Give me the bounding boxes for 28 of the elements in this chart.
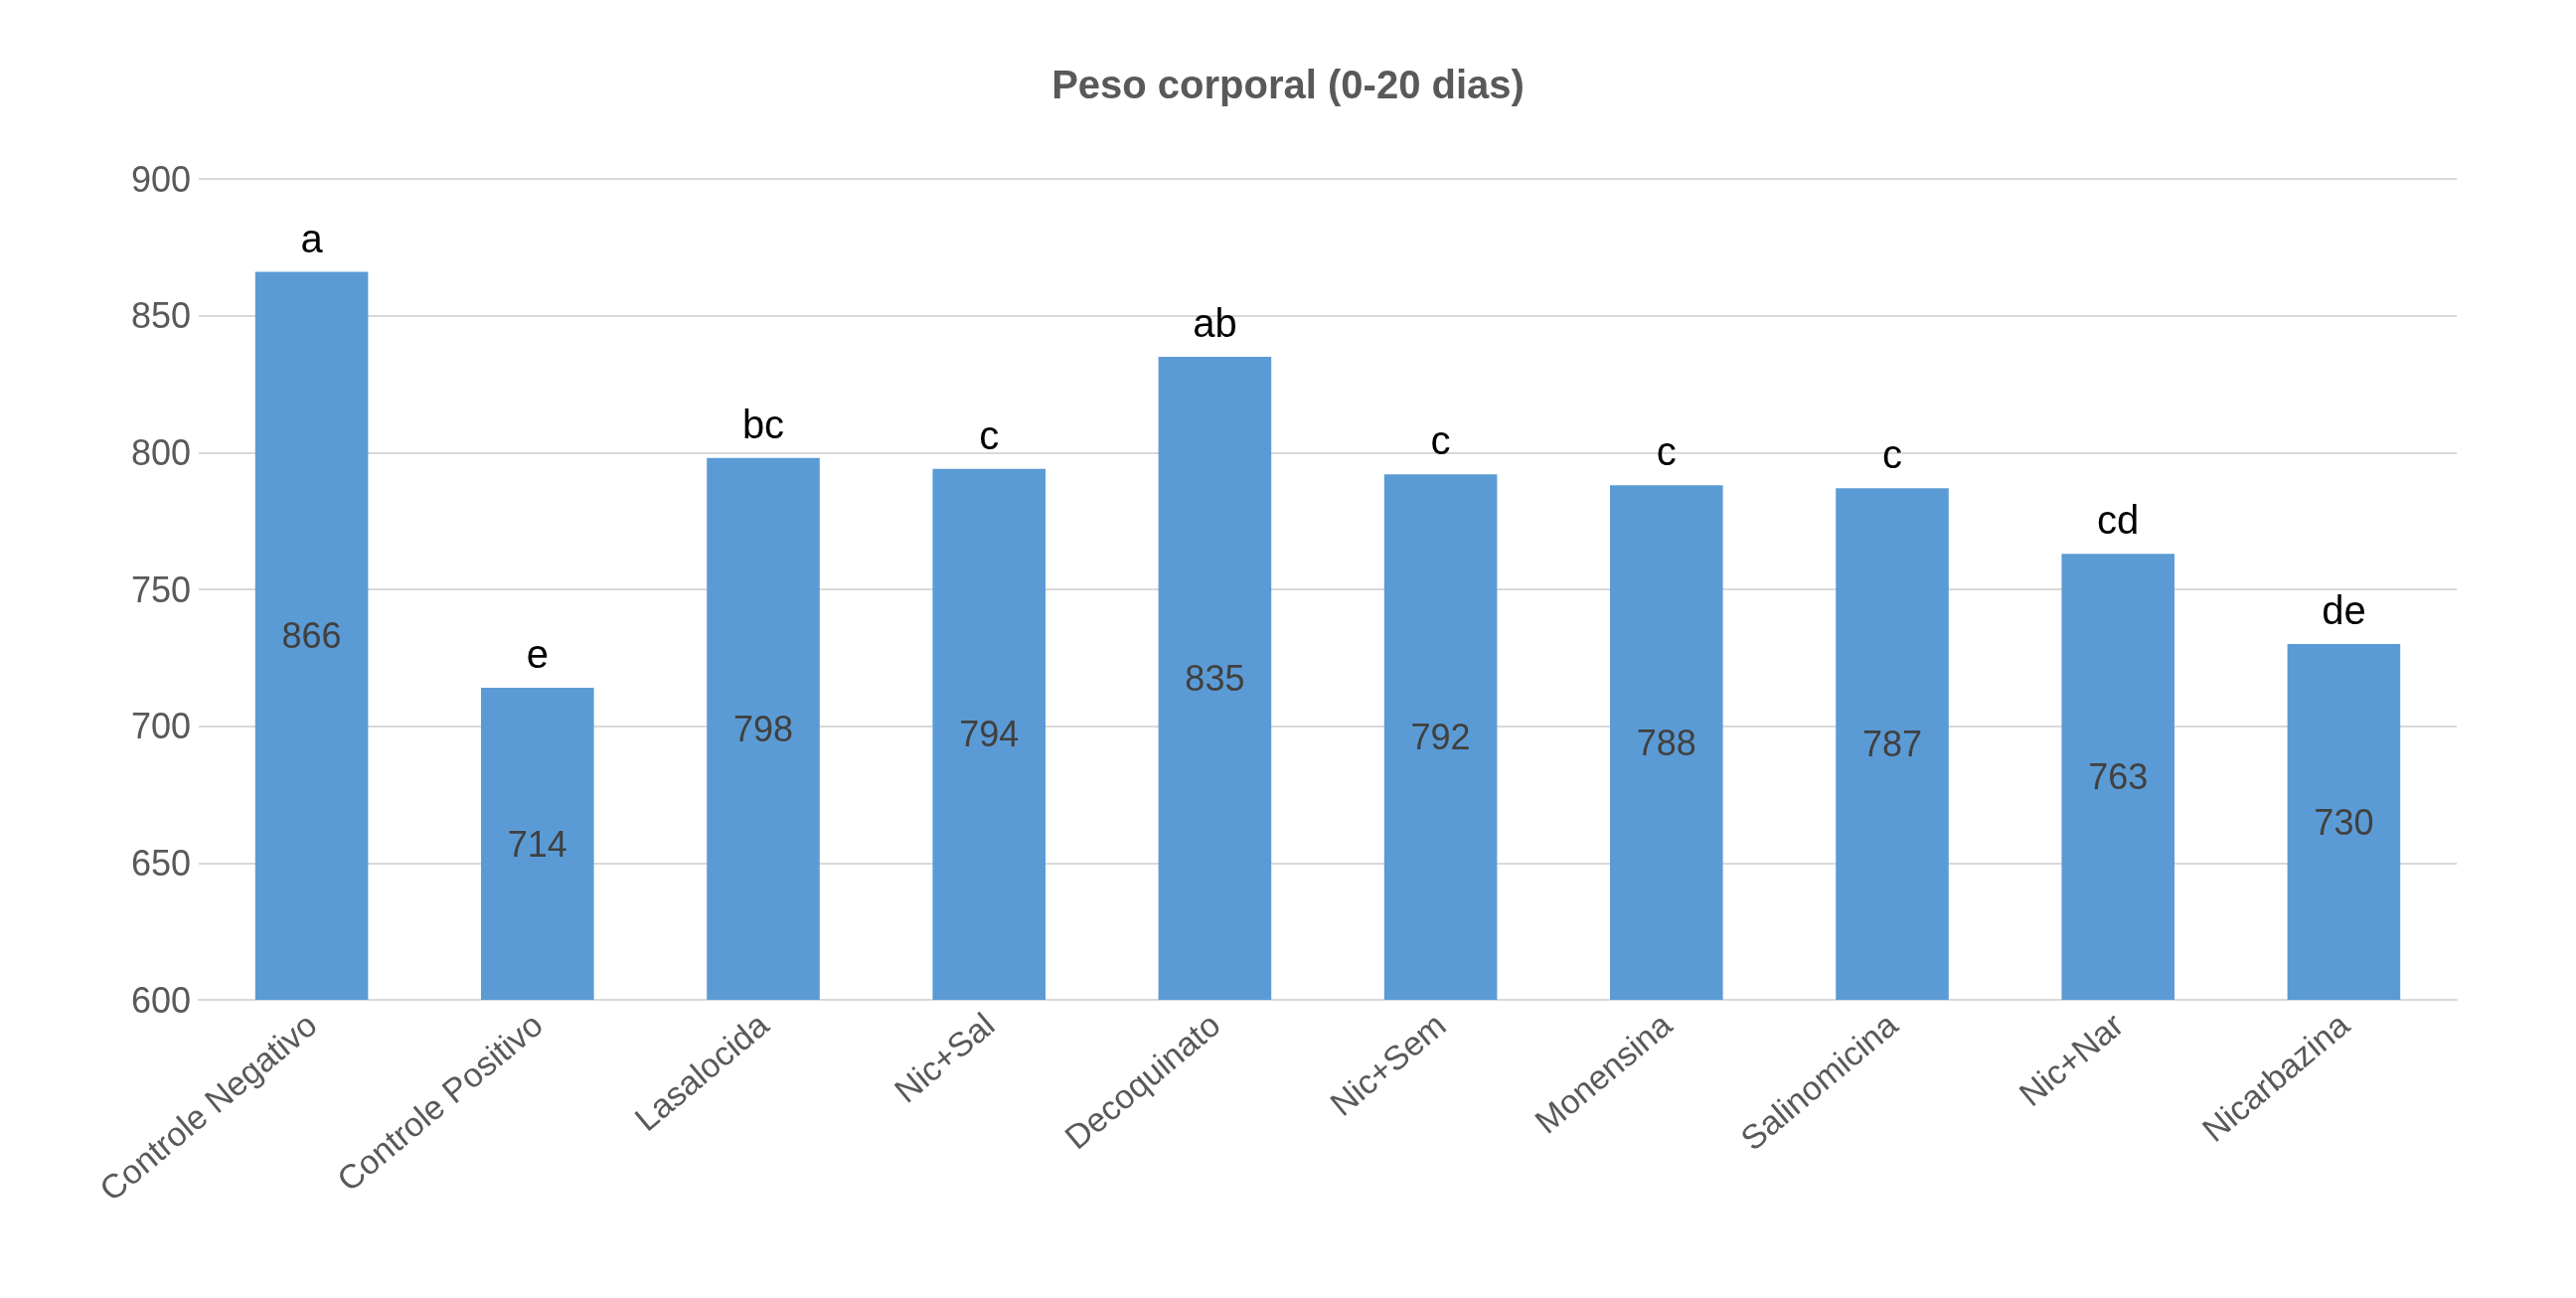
y-tick-label: 650 [130,842,191,884]
annotation: e [526,632,549,677]
y-tick-label: 600 [130,979,191,1021]
y-tick-label: 750 [130,568,191,610]
annotation: cd [2097,498,2140,543]
data-label: 798 [732,708,794,749]
y-tick-label: 800 [130,431,191,473]
data-label: 835 [1185,657,1245,699]
y-tick-label: 850 [130,295,191,337]
data-label: 794 [959,714,1020,755]
annotation: c [1882,432,1902,477]
data-label: 763 [2088,756,2149,798]
data-label: 714 [507,823,567,865]
y-tick-label: 900 [130,158,191,200]
data-label: 788 [1636,722,1696,763]
annotation: c [1430,418,1451,463]
data-label: 787 [1861,724,1923,765]
chart-title: Peso corporal (0-20 dias) [1051,63,1525,106]
data-label: 866 [281,615,342,657]
data-label: 730 [2314,801,2374,843]
annotation: bc [741,402,785,446]
annotation: a [300,216,324,260]
data-label: 792 [1410,717,1471,758]
annotation: c [979,412,1000,457]
y-tick-label: 700 [130,706,191,747]
annotation: c [1656,429,1677,474]
annotation: de [2322,588,2366,633]
annotation: ab [1193,300,1237,345]
